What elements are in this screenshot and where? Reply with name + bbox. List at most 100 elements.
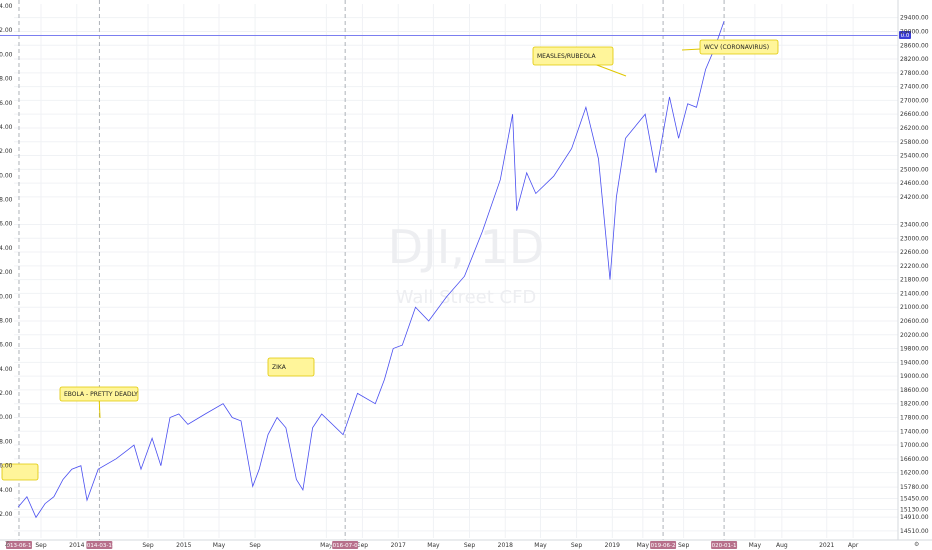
- grid: [14, 4, 898, 538]
- x-tick-label: May: [320, 542, 333, 549]
- right-tick-label: 18600.00: [900, 387, 929, 394]
- event-date-tag: 2013-06-18: [3, 541, 35, 549]
- event-date-label: 2013-06-18: [3, 543, 35, 549]
- left-tick-label: 42.00: [0, 511, 13, 518]
- event-date-tag: 2020-01-17: [708, 541, 741, 549]
- right-tick-label: 29400.00: [900, 15, 929, 22]
- x-tick-label: Aug: [776, 542, 788, 549]
- right-tick-label: 15780.00: [900, 484, 929, 491]
- x-tick-label: May: [749, 542, 762, 549]
- right-tick-label: 14910.00: [900, 514, 929, 521]
- right-tick-label: 19000.00: [900, 373, 929, 380]
- x-tick-label: 2015: [176, 542, 191, 549]
- x-tick-label: 2017: [391, 542, 406, 549]
- x-tick-label: May: [637, 542, 650, 549]
- right-tick-label: 26200.00: [900, 125, 929, 132]
- x-tick-label: 2021: [819, 542, 834, 549]
- left-tick-label: 68.00: [0, 197, 13, 204]
- left-tick-label: 80.00: [0, 51, 13, 58]
- right-tick-label: 21000.00: [900, 304, 929, 311]
- event-date-label: 2020-01-17: [708, 543, 740, 549]
- right-tick-label: 19400.00: [900, 359, 929, 366]
- annotation-text: MEASLES/RUBEOLA: [537, 53, 597, 60]
- x-tick-label: 2019: [605, 542, 620, 549]
- watermark-source: Wall Street CFD: [396, 287, 537, 308]
- annotations: EBOLA - PRETTY DEADLY ZIKA MEASLES/RUBEOLA…: [1, 39, 779, 481]
- x-tick-label: 2014: [69, 542, 84, 549]
- right-tick-label: 24200.00: [900, 194, 929, 201]
- x-axis: Sep 2014 Sep 2015 May Sep May Sep 2017 May Sep 2018…: [0, 539, 932, 549]
- left-tick-label: 66.00: [0, 221, 13, 228]
- x-tick-label: Sep: [464, 542, 476, 549]
- right-tick-label: 28600.00: [900, 42, 929, 49]
- annotation-callout[interactable]: EBOLA - PRETTY DEADLY: [59, 386, 139, 419]
- left-tick-label: 60.00: [0, 293, 13, 300]
- annotation-text: EBOLA - PRETTY DEADLY: [64, 391, 138, 398]
- left-tick-label: 48.00: [0, 438, 13, 445]
- x-tick-label: Sep: [678, 542, 690, 549]
- right-tick-label: 27000.00: [900, 97, 929, 104]
- right-tick-label: 17000.00: [900, 442, 929, 449]
- event-date-label: 2016-07-04: [329, 543, 361, 549]
- right-tick-label: 28200.00: [900, 56, 929, 63]
- left-tick-label: 72.00: [0, 148, 13, 155]
- right-tick-label: 19800.00: [900, 346, 929, 353]
- left-tick-label: 70.00: [0, 172, 13, 179]
- right-tick-label: 17400.00: [900, 428, 929, 435]
- event-date-label: 2019-06-23: [647, 543, 679, 549]
- right-tick-label: 25000.00: [900, 166, 929, 173]
- left-tick-label: 44.00: [0, 487, 13, 494]
- right-tick-label: 29000.00: [900, 28, 929, 35]
- left-tick-label: 46.00: [0, 463, 13, 470]
- annotation-callout[interactable]: MEASLES/RUBEOLA: [532, 46, 627, 77]
- right-tick-label: 16200.00: [900, 470, 929, 477]
- watermark-symbol: DJI, 1D: [388, 220, 545, 274]
- left-tick-label: 58.00: [0, 317, 13, 324]
- right-tick-label: 16600.00: [900, 456, 929, 463]
- event-date-label: 2014-03-19: [83, 543, 115, 549]
- event-date-tag: 2019-06-23: [647, 541, 680, 549]
- left-axis: 42.00 44.00 46.00 48.00 50.00 52.00 54.00 56.00…: [0, 3, 13, 518]
- x-tick-label: Sep: [35, 542, 47, 549]
- right-tick-label: 21400.00: [900, 290, 929, 297]
- right-tick-label: 15130.00: [900, 507, 929, 514]
- event-date-tag: 2016-07-04: [329, 541, 362, 549]
- x-tick-label: May: [534, 542, 547, 549]
- annotation-callout[interactable]: WCV (CORONAVIRUS): [681, 39, 779, 55]
- right-tick-label: 17800.00: [900, 414, 929, 421]
- right-tick-label: 15450.00: [900, 495, 929, 502]
- x-tick-label: Sep: [571, 542, 583, 549]
- left-tick-label: 84.00: [0, 3, 13, 10]
- right-tick-label: 20200.00: [900, 332, 929, 339]
- x-tick-label: May: [427, 542, 440, 549]
- right-tick-label: 26600.00: [900, 111, 929, 118]
- right-tick-label: 24600.00: [900, 180, 929, 187]
- right-tick-label: 18200.00: [900, 401, 929, 408]
- right-tick-label: 25800.00: [900, 139, 929, 146]
- annotation-callout[interactable]: ZIKA: [267, 357, 315, 377]
- right-tick-label: 22200.00: [900, 263, 929, 270]
- right-tick-label: 21800.00: [900, 277, 929, 284]
- current-marker: 0.0: [899, 31, 911, 39]
- left-tick-label: 62.00: [0, 269, 13, 276]
- right-tick-label: 27800.00: [900, 70, 929, 77]
- current-marker-label: 0.0: [901, 33, 910, 39]
- left-tick-label: 82.00: [0, 27, 13, 34]
- x-tick-label: 2018: [498, 542, 513, 549]
- left-tick-label: 50.00: [0, 414, 13, 421]
- right-tick-label: 25400.00: [900, 153, 929, 160]
- right-tick-label: 27400.00: [900, 84, 929, 91]
- left-tick-label: 54.00: [0, 366, 13, 373]
- bottom-left-label[interactable]: Z: [5, 541, 9, 548]
- right-tick-label: 20600.00: [900, 318, 929, 325]
- event-date-tag: 2014-03-19: [83, 541, 116, 549]
- annotation-callout[interactable]: [1, 463, 39, 481]
- right-tick-label: 23400.00: [900, 221, 929, 228]
- settings-icon[interactable]: ⚙: [914, 541, 919, 548]
- right-tick-label: 14510.00: [900, 528, 929, 535]
- left-tick-label: 76.00: [0, 100, 13, 107]
- x-tick-label: May: [213, 542, 226, 549]
- watermark: DJI, 1D Wall Street CFD: [388, 220, 545, 308]
